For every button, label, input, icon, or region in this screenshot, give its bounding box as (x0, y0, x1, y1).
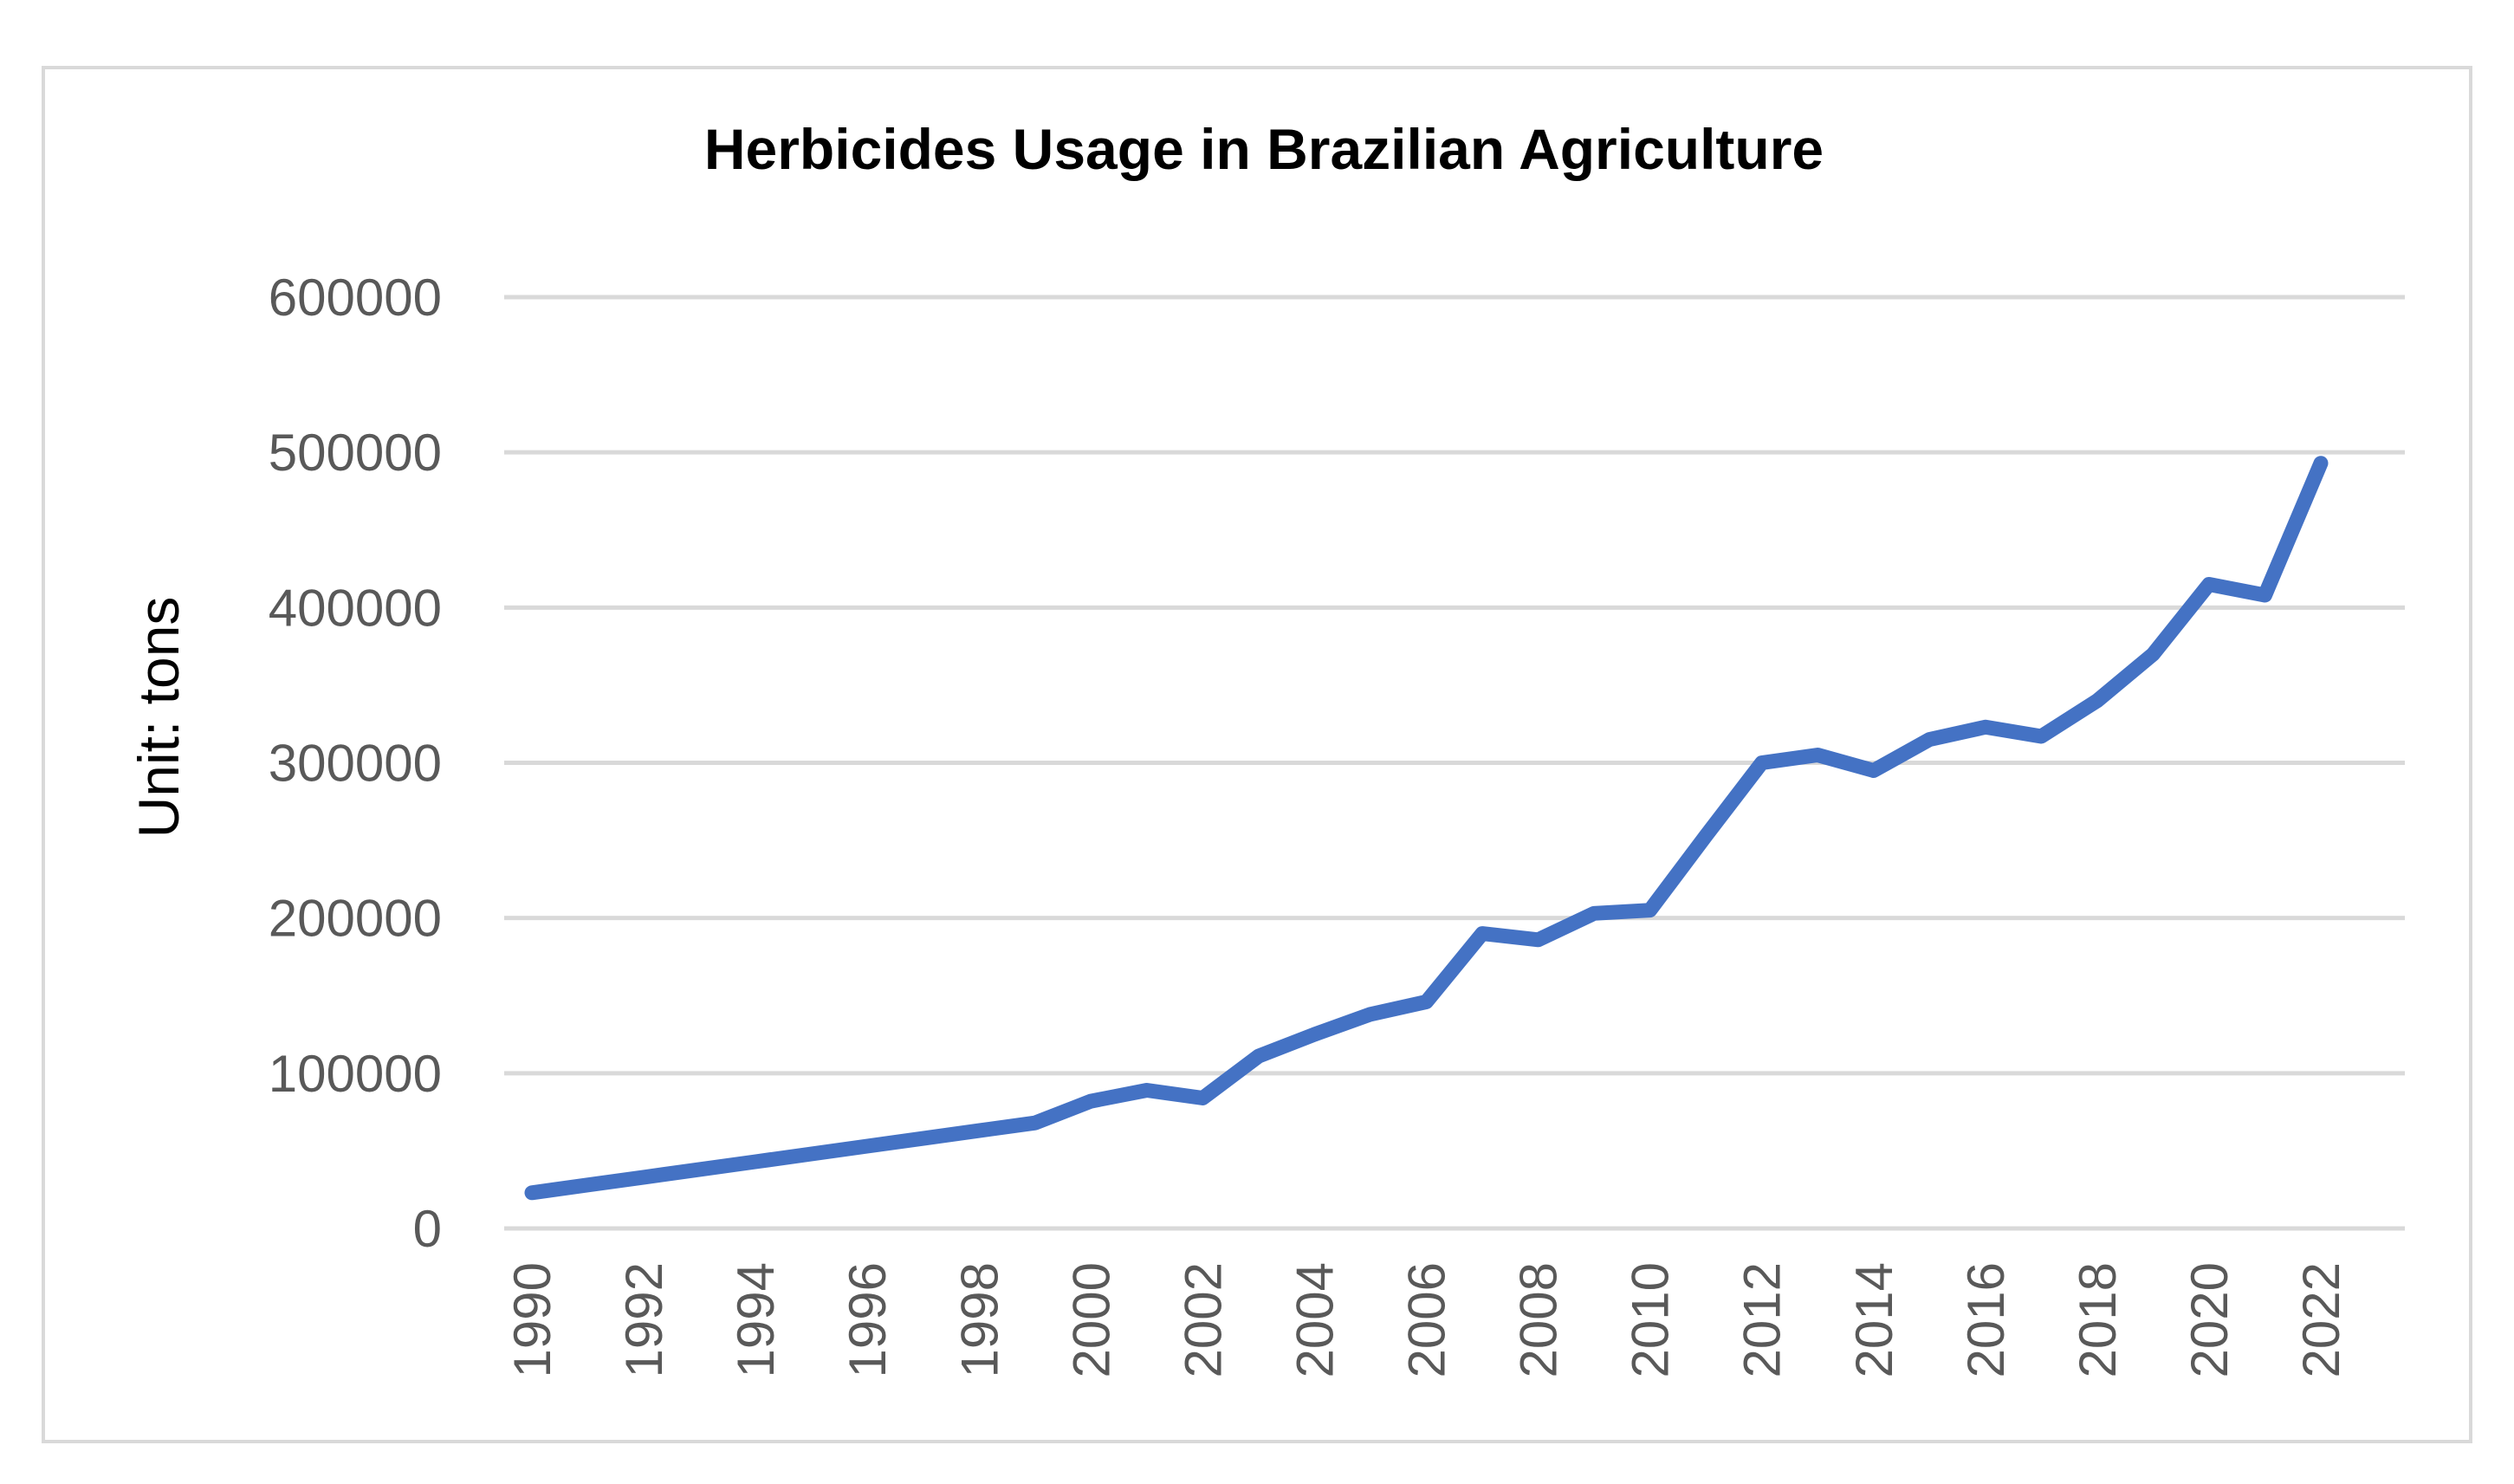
x-tick-label: 2010 (1622, 1262, 1680, 1377)
x-tick-label: 2012 (1733, 1262, 1792, 1377)
x-tick-label: 2006 (1398, 1262, 1456, 1377)
y-tick-label: 300000 (269, 735, 442, 793)
x-tick-label: 1996 (839, 1262, 897, 1377)
x-tick-label: 2018 (2069, 1262, 2127, 1377)
y-tick-label: 500000 (269, 424, 442, 482)
x-tick-label: 2016 (1957, 1262, 2015, 1377)
x-tick-label: 2022 (2292, 1262, 2350, 1377)
x-tick-label: 2004 (1286, 1262, 1344, 1377)
x-tick-label: 2014 (1845, 1262, 1903, 1377)
x-tick-label: 1994 (727, 1262, 785, 1377)
x-tick-label: 2002 (1174, 1262, 1232, 1377)
y-tick-label: 400000 (269, 579, 442, 637)
x-tick-label: 2020 (2180, 1262, 2239, 1377)
y-tick-label: 100000 (269, 1045, 442, 1103)
y-tick-label: 0 (413, 1200, 442, 1258)
y-tick-label: 600000 (269, 269, 442, 327)
x-axis-ticks: 1990 1992 1994 1996 1998 2000 2002 2004 2006 2008… (503, 1262, 2350, 1377)
gridlines (504, 295, 2405, 1231)
y-tick-label: 200000 (269, 890, 442, 948)
x-tick-label: 1990 (503, 1262, 561, 1377)
chart-title: Herbicides Usage in Brazilian Agricultur… (704, 117, 1824, 181)
x-tick-label: 2000 (1062, 1262, 1120, 1377)
x-tick-label: 1998 (950, 1262, 1008, 1377)
series-lines (524, 456, 2329, 1201)
series-line (524, 456, 2329, 1201)
x-tick-label: 2008 (1510, 1262, 1568, 1377)
y-axis-label: Unit: tons (126, 597, 191, 839)
y-axis-ticks: 0 100000 200000 300000 400000 500000 600000 (269, 269, 442, 1258)
x-tick-label: 1992 (615, 1262, 673, 1377)
